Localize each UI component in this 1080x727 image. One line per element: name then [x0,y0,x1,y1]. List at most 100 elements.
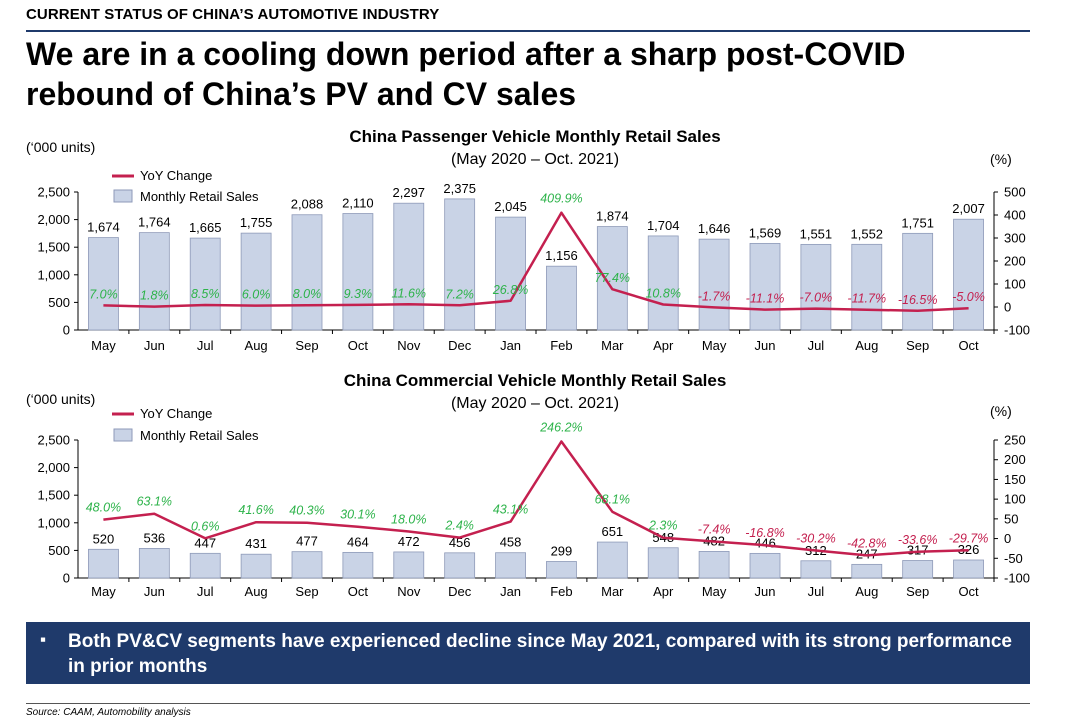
bar [851,563,883,579]
y-tick-label: 0 [63,571,70,586]
y2-tick-label: -100 [1004,323,1030,338]
source-rule [26,703,1030,704]
legend-bar-swatch [113,189,133,203]
bar-value-label: 651 [601,524,623,539]
bar-value-label: 2,297 [393,185,426,200]
yoy-value-label: -7.4% [698,522,731,536]
y-tick-label: 1,000 [37,267,70,282]
yoy-value-label: 2.4% [444,519,474,533]
bar-value-label: 1,704 [647,218,680,233]
yoy-value-label: 41.6% [238,503,273,517]
bar-value-label: 472 [398,534,420,549]
bar [88,237,119,331]
bar [495,216,526,331]
bar [749,552,781,579]
y2-tick-label: 400 [1004,208,1026,223]
yoy-value-label: 8.0% [293,287,322,301]
bar-value-label: 1,764 [138,215,171,230]
y2-tick-label: 200 [1004,452,1026,467]
legend-line-label: YoY Change [140,406,212,421]
yoy-value-label: -11.1% [746,292,785,306]
y-tick-label: 0 [63,323,70,338]
x-tick-label: Jun [755,584,776,599]
x-tick-label: Oct [348,338,369,353]
x-tick-label: Sep [906,338,929,353]
x-tick-label: Jul [808,338,825,353]
yoy-value-label: -11.7% [847,292,886,306]
x-tick-label: Nov [397,584,421,599]
y2-tick-label: 200 [1004,254,1026,269]
x-tick-label: Jul [197,338,214,353]
y2-tick-label: 100 [1004,492,1026,507]
pv-sales-chart: China Passenger Vehicle Monthly Retail S… [26,127,1030,353]
x-tick-label: Jun [144,584,165,599]
bar-value-label: 431 [245,536,267,551]
bar-value-label: 317 [907,543,929,558]
bar [953,559,984,579]
bar [342,213,374,331]
bar-value-label: 2,045 [494,199,527,214]
x-tick-label: Mar [601,584,624,599]
bar [902,560,934,579]
bar-value-label: 247 [856,546,878,561]
bar [546,561,577,579]
yoy-value-label: 7.2% [445,287,474,301]
yoy-value-label: 246.2% [539,420,582,434]
bar [647,235,679,331]
yoy-value-label: 6.0% [242,288,271,302]
yoy-line [103,440,969,557]
x-tick-label: May [702,584,727,599]
bar-value-label: 458 [500,535,522,550]
y2-tick-label: 0 [1004,531,1011,546]
bar-value-label: 1,551 [800,226,833,241]
y2-tick-label: 500 [1004,185,1026,200]
yoy-value-label: 8.5% [191,287,220,301]
bar [953,218,984,331]
y-tick-label: 2,500 [37,185,70,200]
y-tick-label: 1,000 [37,515,70,530]
bar-value-label: 1,156 [545,248,578,263]
legend-bar-swatch [113,428,133,442]
bar [189,552,221,579]
y-tick-label: 2,000 [37,460,70,475]
bar [698,238,730,331]
x-tick-label: May [91,338,116,353]
x-tick-label: Feb [550,338,572,353]
legend-bar-label: Monthly Retail Sales [140,428,259,443]
cv-sales-chart: China Commercial Vehicle Monthly Retail … [26,371,1030,599]
x-tick-label: Dec [448,338,472,353]
page-title: We are in a cooling down period after a … [26,36,906,112]
bullet-marker: ▪ [40,630,47,649]
y-tick-label: 1,500 [37,488,70,503]
bar [749,242,781,331]
bar-value-label: 2,110 [342,196,374,211]
x-tick-label: Apr [653,338,674,353]
bar-value-label: 1,874 [596,209,629,224]
y2-tick-label: 300 [1004,231,1026,246]
bar [495,552,526,579]
y-tick-label: 500 [48,295,70,310]
bar-value-label: 1,665 [189,220,222,235]
chart-subtitle: (May 2020 – Oct. 2021) [451,395,619,412]
summary-text: Both PV&CV segments have experienced dec… [68,631,1012,677]
y2-axis-label: (%) [990,403,1012,419]
y-tick-label: 1,500 [37,240,70,255]
bar-value-label: 2,088 [291,197,324,212]
bar [800,243,832,331]
y-axis-label: (‘000 units) [26,391,95,407]
x-tick-label: Nov [397,338,421,353]
yoy-value-label: 30.1% [340,508,375,522]
yoy-value-label: 2.3% [648,519,678,533]
bar-value-label: 447 [194,535,216,550]
x-tick-label: Oct [348,584,369,599]
y-tick-label: 500 [48,543,70,558]
yoy-value-label: 48.0% [86,501,121,515]
bar [902,232,934,331]
x-tick-label: Oct [958,338,979,353]
bar-value-label: 1,674 [87,220,120,235]
x-tick-label: Apr [653,584,674,599]
chart-subtitle: (May 2020 – Oct. 2021) [451,151,619,168]
x-tick-label: Dec [448,584,472,599]
source-note: Source: CAAM, Automobility analysis [26,707,191,718]
x-tick-label: Oct [958,584,979,599]
